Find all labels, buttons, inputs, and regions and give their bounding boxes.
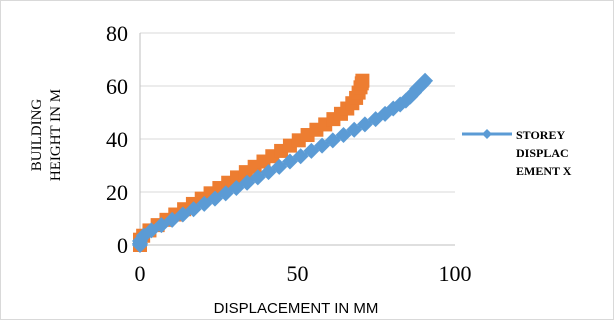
y-tick-label: 20 xyxy=(106,180,128,205)
data-point xyxy=(281,153,298,170)
data-point xyxy=(324,132,341,149)
data-point xyxy=(335,127,352,144)
y-axis-label: BUILDING HEIGHT IN M xyxy=(29,89,64,181)
legend-label-line-2: DISPLAC xyxy=(516,146,569,160)
x-axis-label: DISPLACEMENT IN MM xyxy=(214,300,379,317)
data-point xyxy=(185,201,202,218)
legend-label-line-3: EMENT X xyxy=(516,164,572,178)
data-point xyxy=(164,211,181,228)
data-point xyxy=(239,174,256,191)
data-point xyxy=(260,164,277,181)
legend-label-line-1: STOREY xyxy=(516,128,565,142)
x-tick-label: 100 xyxy=(439,261,472,286)
data-point xyxy=(228,180,245,197)
data-point xyxy=(174,206,191,223)
x-tick-labels: 0 50 100 xyxy=(135,261,472,286)
data-point xyxy=(355,73,370,88)
data-point xyxy=(303,142,320,159)
y-tick-label: 60 xyxy=(106,74,128,99)
data-series xyxy=(132,72,434,253)
x-tick-label: 50 xyxy=(287,261,309,286)
data-point xyxy=(249,169,266,186)
y-tick-label: 80 xyxy=(106,21,128,46)
x-tick-label: 0 xyxy=(135,261,146,286)
data-point xyxy=(271,158,288,175)
data-point xyxy=(417,72,434,89)
y-tick-labels: 0 20 40 60 80 xyxy=(106,21,128,258)
data-point xyxy=(356,116,373,133)
data-point xyxy=(292,148,309,165)
series-blue xyxy=(132,72,434,253)
data-point xyxy=(196,195,213,212)
data-point xyxy=(153,217,170,234)
legend: STOREY DISPLAC EMENT X xyxy=(462,128,572,178)
data-point xyxy=(217,185,234,202)
data-point xyxy=(206,190,223,207)
legend-marker-diamond xyxy=(482,129,492,139)
data-point xyxy=(346,121,363,138)
y-tick-label: 0 xyxy=(117,233,128,258)
y-axis-label-line-2: HEIGHT IN M xyxy=(48,89,64,181)
y-tick-label: 40 xyxy=(106,127,128,152)
y-axis-label-line-1: BUILDING xyxy=(29,99,45,172)
data-point xyxy=(314,137,331,154)
